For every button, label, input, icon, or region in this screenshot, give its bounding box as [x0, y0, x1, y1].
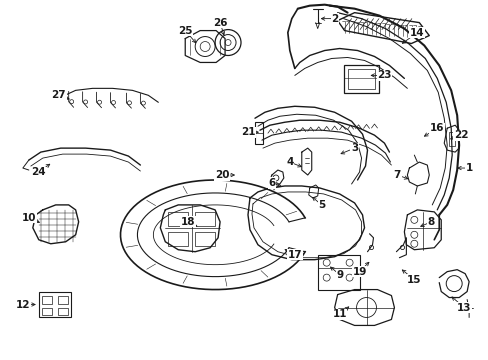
- Bar: [343, 66, 379, 93]
- Bar: [58, 296, 67, 303]
- Text: 8: 8: [427, 217, 434, 227]
- Bar: [168, 232, 188, 246]
- Text: 21: 21: [240, 127, 255, 137]
- Text: 10: 10: [21, 213, 36, 223]
- Text: 22: 22: [453, 130, 468, 140]
- Text: 25: 25: [178, 26, 192, 36]
- Text: 1: 1: [465, 163, 472, 173]
- Text: 27: 27: [51, 90, 66, 100]
- Text: 26: 26: [212, 18, 227, 28]
- Text: 7: 7: [393, 170, 400, 180]
- Text: 3: 3: [350, 143, 358, 153]
- Text: 19: 19: [352, 267, 366, 276]
- Bar: [168, 212, 188, 226]
- Text: 2: 2: [330, 14, 338, 24]
- Text: 6: 6: [268, 178, 275, 188]
- Text: 18: 18: [181, 217, 195, 227]
- Text: 14: 14: [409, 28, 424, 37]
- Bar: [41, 307, 52, 315]
- Text: 13: 13: [456, 302, 470, 312]
- Text: 24: 24: [31, 167, 46, 177]
- Text: 17: 17: [287, 250, 302, 260]
- Text: 4: 4: [285, 157, 293, 167]
- Bar: [317, 255, 359, 289]
- Bar: [448, 132, 454, 146]
- Text: 5: 5: [317, 200, 325, 210]
- Text: 9: 9: [335, 270, 343, 280]
- Bar: [41, 296, 52, 303]
- Bar: [347, 69, 375, 89]
- Text: 12: 12: [16, 300, 30, 310]
- Text: 23: 23: [376, 71, 391, 80]
- Text: 20: 20: [214, 170, 229, 180]
- Bar: [39, 292, 71, 318]
- Bar: [195, 212, 215, 226]
- Text: 15: 15: [406, 275, 421, 285]
- Bar: [254, 122, 263, 144]
- Text: 16: 16: [429, 123, 444, 133]
- Bar: [58, 307, 67, 315]
- Text: 11: 11: [332, 310, 346, 319]
- Bar: [195, 232, 215, 246]
